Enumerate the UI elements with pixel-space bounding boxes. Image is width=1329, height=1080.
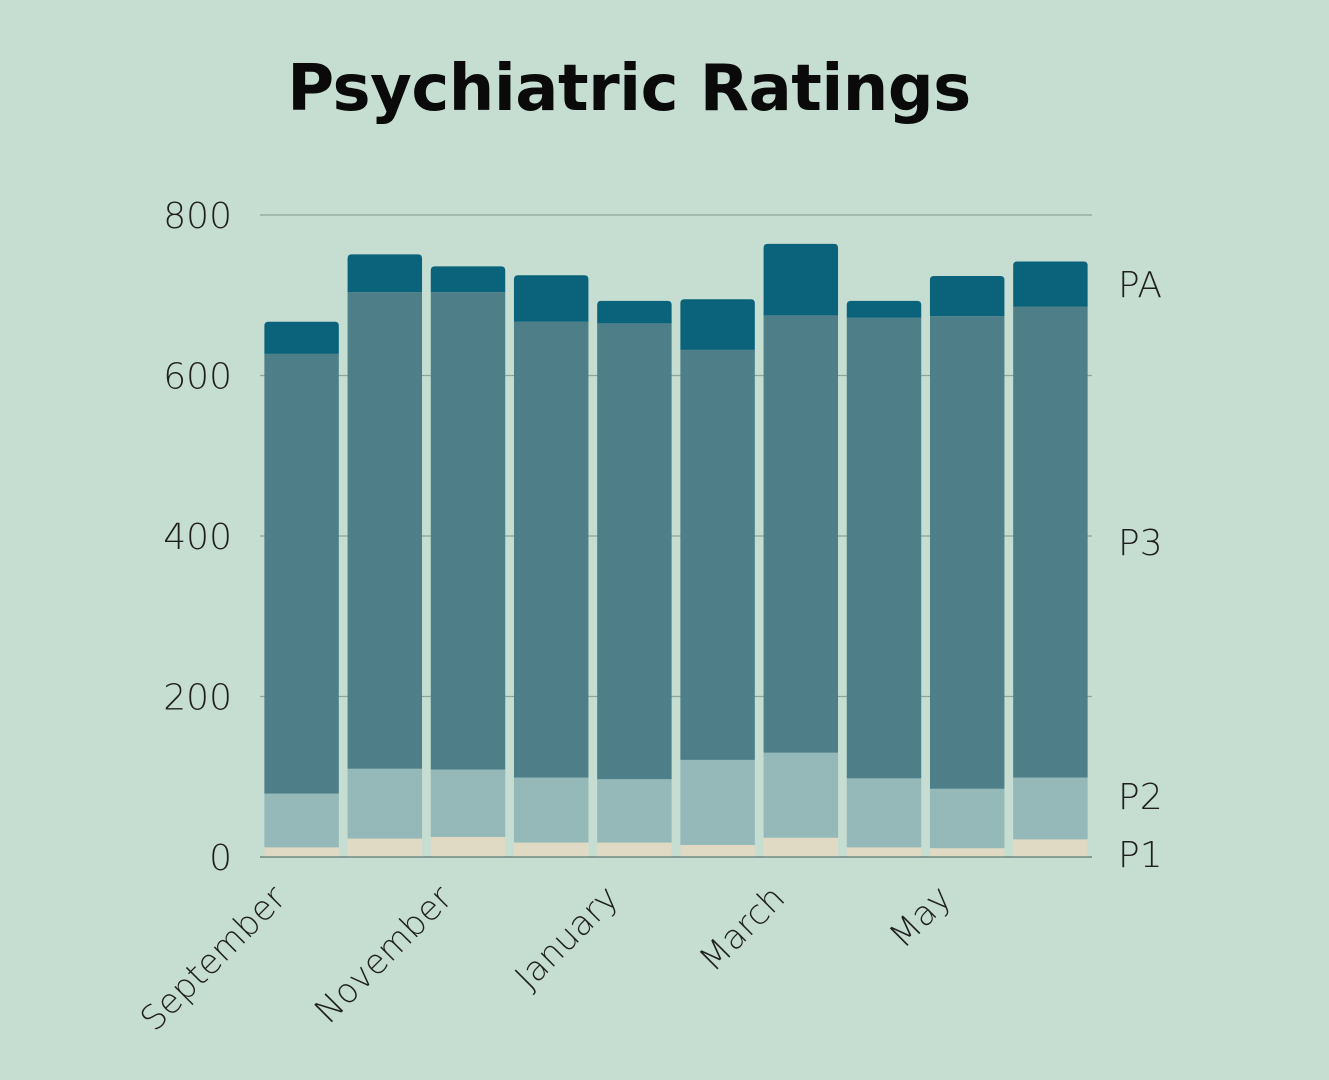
bar-segment-pa	[264, 321, 339, 354]
bar-segment-pa	[513, 275, 589, 322]
y-tick-label: 200	[163, 678, 232, 719]
x-tick-label: September	[133, 878, 294, 1039]
bar-segment-pa	[846, 300, 922, 318]
bar-segment-p2	[1013, 777, 1088, 840]
y-axis-ticks: 0 200 400 600 800	[163, 196, 232, 879]
bar-stack-february	[680, 299, 755, 857]
series-label-p2: P2	[1118, 777, 1163, 818]
x-tick-label: May	[882, 878, 960, 956]
y-tick-label: 600	[163, 357, 232, 398]
bar-segment-p3	[430, 292, 506, 770]
y-tick-label: 0	[209, 838, 232, 879]
bar-segment-p2	[597, 779, 672, 843]
bars	[260, 243, 1092, 858]
bar-segment-p3	[929, 316, 1005, 789]
bar-segment-p3	[680, 349, 755, 760]
bar-segment-pa	[430, 266, 506, 293]
series-label-p3: P3	[1118, 523, 1163, 564]
bar-segment-p2	[763, 752, 839, 838]
bar-segment-p1	[763, 837, 839, 857]
bar-segment-p3	[513, 321, 589, 778]
bar-segment-p2	[264, 793, 339, 848]
bar-stack-december	[513, 275, 589, 857]
bar-segment-p1	[1013, 839, 1088, 857]
bar-segment-pa	[680, 299, 755, 350]
x-tick-label: November	[307, 878, 460, 1031]
bar-segment-pa	[763, 243, 839, 316]
series-label-pa: PA	[1118, 265, 1162, 306]
bar-segment-p3	[846, 317, 922, 779]
bar-segment-p1	[929, 848, 1005, 857]
bar-segment-p2	[846, 778, 922, 848]
bar-segment-p1	[513, 842, 589, 857]
x-tick-label: March	[692, 878, 794, 980]
chart-title: Psychiatric Ratings	[287, 52, 971, 126]
y-tick-label: 400	[163, 517, 232, 558]
bar-segment-p2	[680, 759, 755, 845]
bar-segment-p2	[513, 777, 589, 843]
bar-segment-p1	[264, 847, 339, 857]
bar-segment-p3	[597, 323, 672, 780]
bar-segment-p2	[347, 768, 423, 839]
x-axis-ticks: September November January March May	[133, 878, 960, 1039]
bar-stack-november	[430, 266, 506, 857]
bar-segment-p1	[846, 847, 922, 857]
y-tick-label: 800	[163, 196, 232, 237]
bar-segment-p1	[597, 842, 672, 857]
series-label-p1: P1	[1118, 835, 1163, 876]
bar-segment-p3	[347, 292, 423, 769]
bar-segment-p3	[264, 353, 339, 794]
bar-segment-p1	[430, 836, 506, 857]
bar-segment-p1	[347, 838, 423, 857]
bar-segment-pa	[597, 300, 672, 324]
bar-segment-p3	[1013, 306, 1088, 778]
bar-segment-pa	[1013, 261, 1088, 307]
bar-stack-january	[597, 300, 672, 857]
bar-segment-pa	[347, 254, 423, 293]
bar-stack-september	[264, 321, 339, 857]
bar-stack-june	[1013, 261, 1088, 857]
bar-stack-april	[846, 300, 922, 857]
bar-segment-p2	[430, 769, 506, 837]
bar-segment-p3	[763, 315, 839, 753]
bar-segment-p1	[680, 844, 755, 857]
bar-segment-pa	[929, 275, 1005, 317]
bar-stack-may	[929, 275, 1005, 857]
bar-stack-march	[763, 243, 839, 857]
series-labels: P1 P2 P3 PA	[1118, 265, 1163, 876]
bar-segment-p2	[929, 788, 1005, 849]
bar-stack-october	[347, 254, 423, 857]
x-tick-label: January	[507, 878, 626, 997]
